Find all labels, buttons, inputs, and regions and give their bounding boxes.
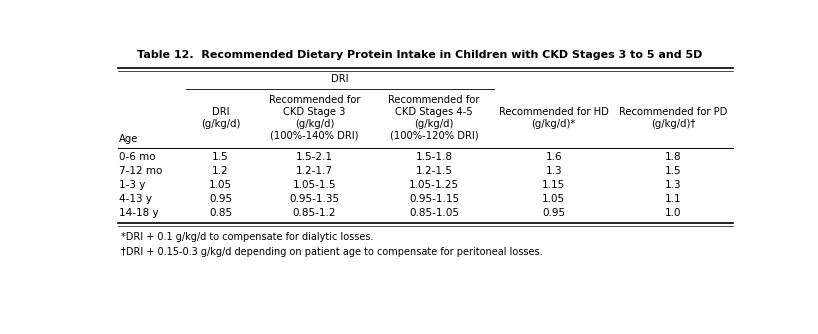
Text: 1.5-1.8: 1.5-1.8 xyxy=(416,152,452,162)
Text: Recommended for
CKD Stages 4-5
(g/kg/d)
(100%-120% DRI): Recommended for CKD Stages 4-5 (g/kg/d) … xyxy=(389,96,480,140)
Text: 0.95-1.15: 0.95-1.15 xyxy=(409,194,459,204)
Text: 14-18 y: 14-18 y xyxy=(119,207,159,217)
Text: 4-13 y: 4-13 y xyxy=(119,194,152,204)
Text: Recommended for HD
(g/kg/d)*: Recommended for HD (g/kg/d)* xyxy=(499,107,609,129)
Text: 1.15: 1.15 xyxy=(542,180,565,190)
Text: 0.85-1.2: 0.85-1.2 xyxy=(293,207,336,217)
Text: 7-12 mo: 7-12 mo xyxy=(119,166,163,176)
Text: 0.85: 0.85 xyxy=(209,207,232,217)
Text: 1.5: 1.5 xyxy=(213,152,229,162)
Text: Recommended for PD
(g/kg/d)†: Recommended for PD (g/kg/d)† xyxy=(619,107,727,129)
Text: Table 12.  Recommended Dietary Protein Intake in Children with CKD Stages 3 to 5: Table 12. Recommended Dietary Protein In… xyxy=(137,50,702,60)
Text: 1.05-1.5: 1.05-1.5 xyxy=(293,180,336,190)
Text: 1.5-2.1: 1.5-2.1 xyxy=(296,152,333,162)
Text: 0.95: 0.95 xyxy=(209,194,232,204)
Text: 1.2-1.7: 1.2-1.7 xyxy=(296,166,333,176)
Text: 1.3: 1.3 xyxy=(546,166,562,176)
Text: 1.05: 1.05 xyxy=(209,180,232,190)
Text: 0-6 mo: 0-6 mo xyxy=(119,152,156,162)
Text: 0.85-1.05: 0.85-1.05 xyxy=(409,207,459,217)
Text: DRI: DRI xyxy=(331,74,349,85)
Text: 0.95: 0.95 xyxy=(542,207,565,217)
Text: *DRI + 0.1 g/kg/d to compensate for dialytic losses.: *DRI + 0.1 g/kg/d to compensate for dial… xyxy=(121,232,374,242)
Text: 1.3: 1.3 xyxy=(665,180,681,190)
Text: 0.95-1.35: 0.95-1.35 xyxy=(290,194,339,204)
Text: 1.05: 1.05 xyxy=(542,194,565,204)
Text: Age: Age xyxy=(119,134,139,144)
Text: 1-3 y: 1-3 y xyxy=(119,180,146,190)
Text: 1.2: 1.2 xyxy=(213,166,229,176)
Text: Recommended for
CKD Stage 3
(g/kg/d)
(100%-140% DRI): Recommended for CKD Stage 3 (g/kg/d) (10… xyxy=(269,96,360,140)
Text: 1.8: 1.8 xyxy=(665,152,681,162)
Text: 1.5: 1.5 xyxy=(665,166,681,176)
Text: 1.05-1.25: 1.05-1.25 xyxy=(409,180,459,190)
Text: 1.6: 1.6 xyxy=(546,152,562,162)
Text: 1.0: 1.0 xyxy=(665,207,681,217)
Text: †DRI + 0.15-0.3 g/kg/d depending on patient age to compensate for peritoneal los: †DRI + 0.15-0.3 g/kg/d depending on pati… xyxy=(121,247,543,257)
Text: 1.1: 1.1 xyxy=(665,194,681,204)
Text: DRI
(g/kg/d): DRI (g/kg/d) xyxy=(201,107,240,129)
Text: 1.2-1.5: 1.2-1.5 xyxy=(416,166,452,176)
